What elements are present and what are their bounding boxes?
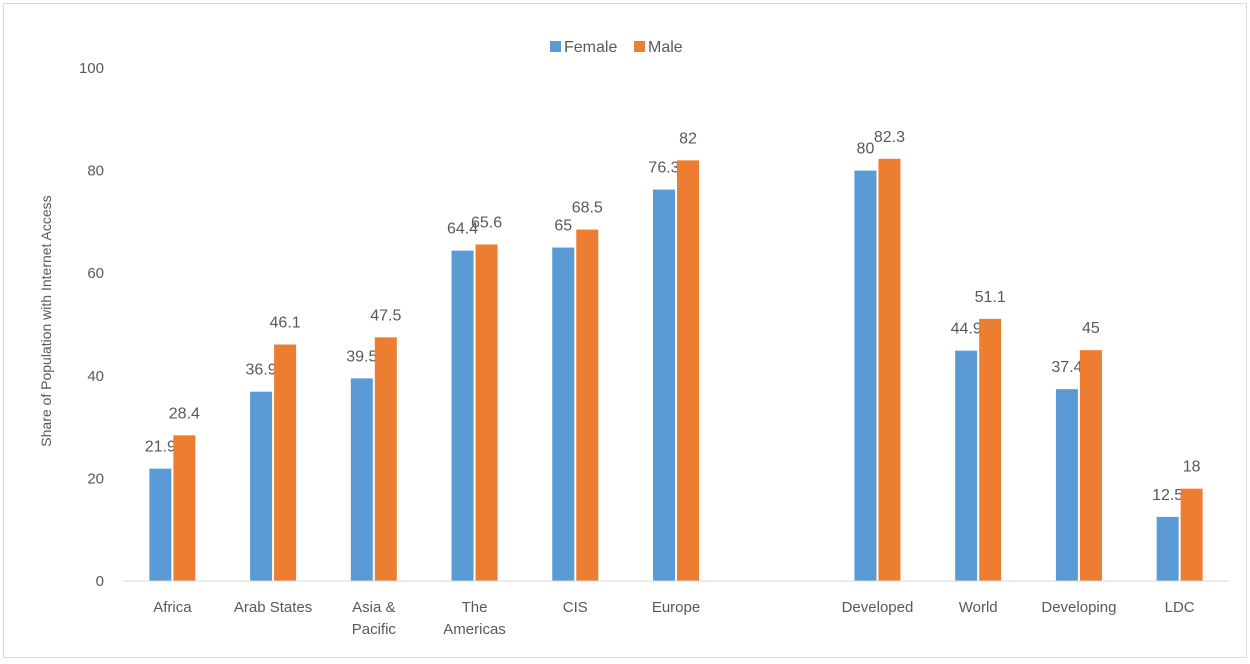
x-tick-label: Developed xyxy=(842,599,914,616)
data-label-female: 80 xyxy=(857,141,875,158)
data-label-male: 18 xyxy=(1183,459,1201,476)
bar-chart: Female Male 0 20 40 60 80 100 Share of Populat… xyxy=(38,39,1230,638)
bar-female xyxy=(250,391,273,581)
y-tick-label: 0 xyxy=(96,573,104,590)
data-label-female: 65 xyxy=(554,218,572,235)
bar-female xyxy=(1055,389,1078,581)
legend-label-male: Male xyxy=(648,39,683,56)
bars: 21.9 36.9 39.5 64.4 65 76.3 80 44.9 37.4 12.5 28.4… xyxy=(145,129,1203,582)
data-label-female: 64.4 xyxy=(447,221,478,238)
bar-female xyxy=(854,170,877,581)
bar-female xyxy=(552,247,575,582)
data-label-female: 12.5 xyxy=(1152,487,1183,504)
bar-male xyxy=(173,435,196,581)
data-label-female: 44.9 xyxy=(951,321,982,338)
data-label-female: 36.9 xyxy=(246,362,277,379)
data-label-male: 82 xyxy=(679,130,697,147)
bar-male xyxy=(878,158,901,581)
bar-male xyxy=(1180,488,1203,581)
y-tick-label: 20 xyxy=(87,470,104,487)
y-axis-label: Share of Population with Internet Access xyxy=(38,195,54,446)
x-tick-label: Developing xyxy=(1041,599,1116,616)
bar-male xyxy=(1079,350,1102,581)
x-axis: Africa Arab States Asia & Pacific The America… xyxy=(122,580,1230,638)
data-label-male: 68.5 xyxy=(572,200,603,217)
x-tick-label: Arab States xyxy=(234,599,312,616)
data-label-female: 39.5 xyxy=(346,348,377,365)
data-label-male: 46.1 xyxy=(270,315,301,332)
data-label-male: 65.6 xyxy=(471,214,502,231)
x-tick-label: Europe xyxy=(652,599,700,616)
y-tick-label: 60 xyxy=(87,265,104,282)
legend-swatch-male xyxy=(634,41,645,52)
bar-male xyxy=(475,244,498,582)
bar-female xyxy=(451,250,474,582)
legend-swatch-female xyxy=(550,41,561,52)
data-label-male: 51.1 xyxy=(975,289,1006,306)
y-tick-label: 80 xyxy=(87,163,104,180)
legend-label-female: Female xyxy=(564,39,617,56)
data-label-female: 37.4 xyxy=(1051,359,1082,376)
bar-male xyxy=(274,344,297,581)
data-label-male: 47.5 xyxy=(370,307,401,324)
x-tick-label: LDC xyxy=(1165,599,1195,616)
y-axis: 0 20 40 60 80 100 xyxy=(79,60,104,590)
data-label-female: 76.3 xyxy=(648,160,679,177)
x-tick-label: CIS xyxy=(563,599,588,616)
bar-male xyxy=(576,229,599,581)
x-tick-label: World xyxy=(959,599,998,616)
data-label-male: 82.3 xyxy=(874,129,905,146)
bar-female xyxy=(955,350,978,581)
bar-female xyxy=(149,468,172,581)
bar-female xyxy=(1156,516,1179,581)
bar-male xyxy=(979,318,1002,581)
bar-male xyxy=(677,160,699,581)
data-label-female: 21.9 xyxy=(145,439,176,456)
bar-female xyxy=(653,189,675,581)
x-tick-label: The Americas xyxy=(443,599,506,638)
x-tick-label: Asia & Pacific xyxy=(352,599,397,638)
bar-male xyxy=(374,337,397,581)
y-tick-label: 40 xyxy=(87,368,104,385)
x-tick-label: Africa xyxy=(153,599,192,616)
legend: Female Male xyxy=(550,39,683,56)
y-tick-label: 100 xyxy=(79,60,104,77)
bar-female xyxy=(350,378,373,581)
chart-frame: Female Male 0 20 40 60 80 100 Share of Populat… xyxy=(3,3,1247,658)
data-label-male: 45 xyxy=(1082,320,1100,337)
data-label-male: 28.4 xyxy=(169,405,200,422)
